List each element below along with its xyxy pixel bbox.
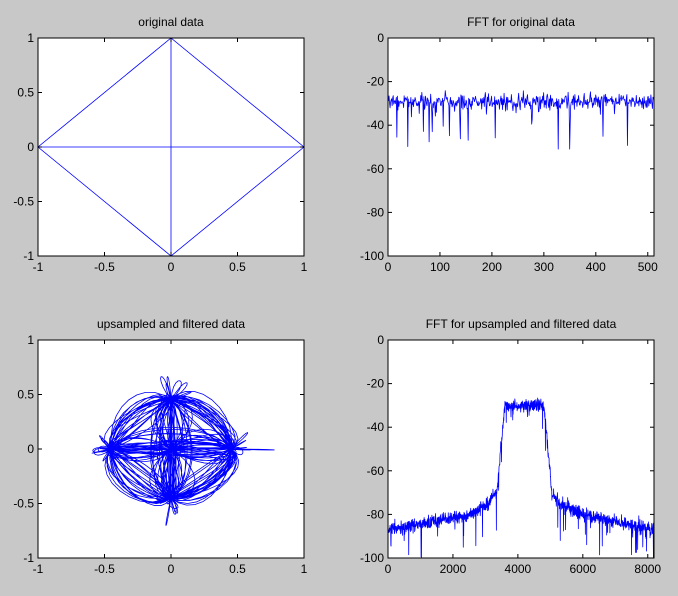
y-tick-label: -0.5 — [13, 195, 34, 209]
x-tick-label: 0.5 — [229, 260, 246, 274]
subplot-4: 0 2000 4000 6000 8000 -100 -80 -60 -40 -20 0 FFT fo… — [360, 317, 661, 576]
series-line-1 — [388, 397, 654, 558]
x-tick-label: 200 — [482, 260, 502, 274]
y-tick-label: 1 — [27, 31, 34, 45]
series-line-1 — [91, 376, 275, 526]
y-tick-label: 0 — [27, 140, 34, 154]
y-tick-label: -40 — [367, 118, 385, 132]
x-tick-label: 500 — [638, 260, 658, 274]
y-tick-label: -20 — [367, 75, 385, 89]
y-tick-label: 0 — [377, 31, 384, 45]
y-tick-label: 1 — [27, 333, 34, 347]
subplot-2: 0 100 200 300 400 500 -100 -80 -60 -40 -20 0 FFT for… — [360, 15, 658, 274]
y-tick-label: -100 — [360, 551, 384, 565]
x-tick-label: -0.5 — [94, 562, 115, 576]
y-tick-label: -40 — [367, 420, 385, 434]
y-tick-label: 0.5 — [17, 86, 34, 100]
x-tick-label: 0 — [168, 562, 175, 576]
x-tick-label: 6000 — [569, 562, 596, 576]
x-tick-label: 400 — [586, 260, 606, 274]
x-tick-label: 8000 — [634, 562, 661, 576]
plot-area — [38, 38, 304, 256]
subplot-1: -1 -0.5 0 0.5 1 -1 -0.5 0 0.5 1 original data — [13, 15, 307, 274]
chart-title: FFT for upsampled and filtered data — [426, 317, 617, 331]
x-tick-label: 0.5 — [229, 562, 246, 576]
x-tick-label: 300 — [534, 260, 554, 274]
x-tick-label: 2000 — [440, 562, 467, 576]
y-tick-label: -20 — [367, 377, 385, 391]
plot-area — [388, 90, 654, 150]
y-tick-label: -60 — [367, 162, 385, 176]
y-tick-label: -80 — [367, 507, 385, 521]
x-tick-label: 4000 — [505, 562, 532, 576]
y-tick-label: 0 — [377, 333, 384, 347]
x-tick-label: 0 — [168, 260, 175, 274]
axes-frame — [387, 37, 655, 257]
chart-title: upsampled and filtered data — [97, 317, 245, 331]
y-tick-label: 0 — [27, 442, 34, 456]
y-tick-label: -1 — [23, 249, 34, 263]
y-tick-label: -100 — [360, 249, 384, 263]
y-tick-label: -80 — [367, 205, 385, 219]
x-tick-label: 1 — [301, 562, 308, 576]
y-tick-label: 0.5 — [17, 388, 34, 402]
axes-frame — [387, 339, 655, 559]
x-tick-label: 0 — [385, 562, 392, 576]
axes-background — [388, 38, 654, 256]
subplot-3: -1 -0.5 0 0.5 1 -1 -0.5 0 0.5 1 upsampled and filt… — [13, 317, 307, 576]
y-tick-label: -60 — [367, 464, 385, 478]
x-tick-label: -0.5 — [94, 260, 115, 274]
series-line-1 — [38, 38, 304, 256]
x-tick-label: 0 — [385, 260, 392, 274]
chart-title: original data — [138, 15, 204, 29]
plot-area — [388, 397, 654, 558]
x-tick-label: 1 — [301, 260, 308, 274]
x-tick-label: 100 — [430, 260, 450, 274]
series-line-1 — [388, 90, 654, 150]
x-tick-label: -1 — [33, 562, 44, 576]
chart-title: FFT for original data — [467, 15, 575, 29]
x-tick-label: -1 — [33, 260, 44, 274]
y-tick-label: -1 — [23, 551, 34, 565]
plot-area — [91, 376, 275, 526]
y-tick-label: -0.5 — [13, 497, 34, 511]
